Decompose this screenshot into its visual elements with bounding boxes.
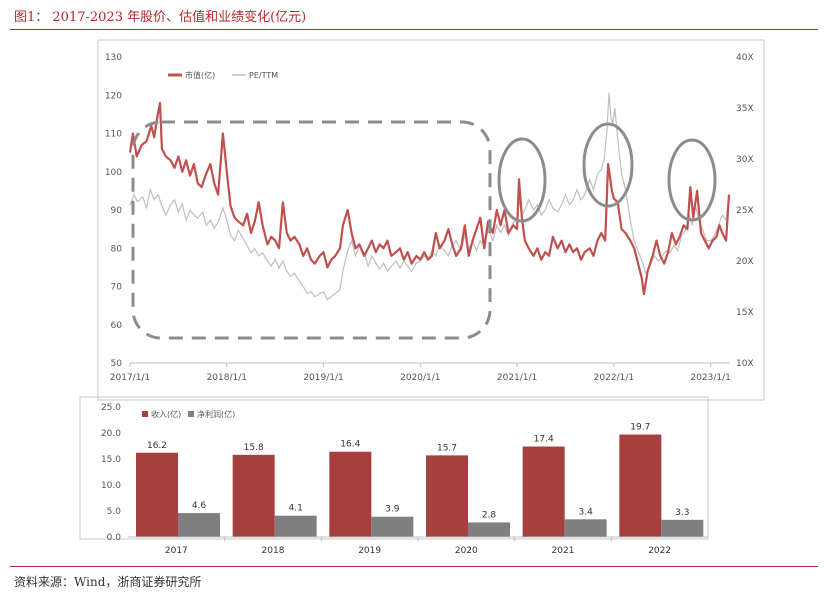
bar-category-label: 2017 bbox=[165, 546, 188, 556]
left-tick-label: 60 bbox=[111, 321, 123, 331]
revenue-bar bbox=[619, 434, 662, 537]
x-tick-label: 2019/1/1 bbox=[303, 373, 343, 383]
revenue-bar bbox=[232, 454, 275, 537]
bar-category-label: 2019 bbox=[358, 546, 381, 556]
bottom-chart-frame bbox=[79, 396, 709, 540]
profit-value-label: 3.9 bbox=[385, 505, 400, 515]
left-tick-label: 70 bbox=[111, 283, 123, 293]
x-tick-label: 2021/1/1 bbox=[497, 373, 537, 383]
left-tick-label: 120 bbox=[105, 91, 122, 101]
profit-value-label: 3.4 bbox=[579, 507, 594, 517]
profit-value-label: 2.8 bbox=[482, 510, 497, 520]
revenue-value-label: 19.7 bbox=[630, 423, 650, 433]
highlight-circle-2021 bbox=[497, 137, 547, 223]
bar-legend: 收入(亿) 净利润(亿) bbox=[142, 409, 235, 419]
bar-y-tick-label: 25.0 bbox=[101, 403, 121, 413]
revenue-value-label: 17.4 bbox=[534, 435, 554, 445]
dashed-highlight-box bbox=[131, 120, 492, 340]
left-tick-label: 90 bbox=[111, 206, 123, 216]
source-note: 资料来源：Wind，浙商证券研究所 bbox=[14, 575, 202, 589]
bottom-rule bbox=[10, 566, 818, 567]
profit-bar bbox=[661, 519, 704, 537]
legend-swatch-revenue bbox=[142, 411, 148, 417]
bar-category-label: 2022 bbox=[648, 546, 671, 556]
bars: 16.2 4.6 2017 15.8 4.1 2018 16.4 3.9 2019 15.7 2.8… bbox=[136, 423, 704, 556]
x-tick-label: 2020/1/1 bbox=[400, 373, 440, 383]
profit-value-label: 3.3 bbox=[675, 508, 689, 518]
series-lines bbox=[128, 92, 731, 301]
market-cap-line bbox=[128, 101, 731, 296]
legend-swatch-profit bbox=[188, 411, 194, 417]
bar-y-tick-label: 15.0 bbox=[101, 455, 121, 465]
revenue-bar bbox=[329, 451, 372, 537]
left-tick-label: 110 bbox=[105, 130, 122, 140]
bar-category-label: 2018 bbox=[262, 546, 285, 556]
bar-y-tick-label: 10.0 bbox=[101, 481, 121, 491]
profit-bar bbox=[274, 515, 317, 537]
figure-title: 图1： 2017-2023 年股价、估值和业绩变化(亿元) bbox=[14, 10, 307, 25]
top-legend: 市值(亿) PE/TTM bbox=[168, 70, 278, 80]
x-axis-ticks: 2017/1/1 2018/1/1 2019/1/1 2020/1/1 2021/1/1… bbox=[110, 363, 731, 383]
highlight-circle-2021-end bbox=[582, 122, 634, 208]
right-axis-ticks: 40X 35X 30X 25X 20X 15X 10X bbox=[736, 53, 754, 369]
legend-label-revenue: 收入(亿) bbox=[151, 409, 181, 419]
legend-label-pe: PE/TTM bbox=[249, 71, 278, 80]
revenue-bar bbox=[136, 452, 178, 537]
bar-y-tick-label: 0.0 bbox=[107, 533, 122, 543]
right-tick-label: 20X bbox=[736, 257, 754, 267]
right-tick-label: 40X bbox=[736, 53, 754, 63]
right-tick-label: 15X bbox=[736, 308, 754, 318]
bar-y-tick-label: 20.0 bbox=[101, 429, 121, 439]
left-axis-ticks: 130 120 110 100 90 80 70 60 50 bbox=[105, 53, 122, 369]
bar-y-ticks: 25.0 20.0 15.0 10.0 5.0 0.0 bbox=[101, 403, 121, 543]
revenue-value-label: 15.8 bbox=[244, 443, 264, 453]
bar-category-label: 2020 bbox=[455, 546, 478, 556]
left-tick-label: 130 bbox=[105, 53, 122, 63]
profit-bar bbox=[371, 516, 414, 537]
right-tick-label: 25X bbox=[736, 206, 754, 216]
revenue-value-label: 16.4 bbox=[340, 440, 360, 450]
profit-value-label: 4.6 bbox=[192, 501, 207, 511]
left-tick-label: 80 bbox=[111, 244, 123, 254]
right-tick-label: 30X bbox=[736, 155, 754, 165]
legend-label-market-cap: 市值(亿) bbox=[185, 70, 215, 80]
x-tick-label: 2018/1/1 bbox=[207, 373, 247, 383]
profit-bar bbox=[564, 519, 607, 537]
x-tick-label: 2023/1/1 bbox=[690, 373, 730, 383]
legend-label-profit: 净利润(亿) bbox=[197, 409, 235, 419]
x-tick-label: 2017/1/1 bbox=[110, 373, 150, 383]
right-tick-label: 35X bbox=[736, 104, 754, 114]
revenue-bar bbox=[426, 455, 468, 537]
revenue-profit-bar-chart: 25.0 20.0 15.0 10.0 5.0 0.0 16.2 4.6 2017 15.8 4.… bbox=[79, 396, 709, 556]
top-rule bbox=[10, 29, 818, 30]
profit-bar bbox=[178, 513, 220, 537]
top-chart-frame bbox=[97, 39, 765, 401]
left-tick-label: 100 bbox=[105, 168, 122, 178]
left-tick-label: 50 bbox=[111, 359, 123, 369]
revenue-bar bbox=[522, 446, 565, 537]
revenue-value-label: 15.7 bbox=[437, 443, 457, 453]
revenue-value-label: 16.2 bbox=[147, 441, 167, 451]
profit-value-label: 4.1 bbox=[289, 504, 303, 514]
right-tick-label: 10X bbox=[736, 359, 754, 369]
profit-bar bbox=[468, 522, 510, 537]
price-pe-line-chart: 130 120 110 100 90 80 70 60 50 40X 35X 30X 25X 20X 15… bbox=[97, 39, 765, 401]
bar-category-label: 2021 bbox=[552, 546, 575, 556]
x-tick-label: 2022/1/1 bbox=[594, 373, 634, 383]
highlight-circle-2022 bbox=[667, 138, 717, 222]
bar-y-tick-label: 5.0 bbox=[107, 507, 122, 517]
